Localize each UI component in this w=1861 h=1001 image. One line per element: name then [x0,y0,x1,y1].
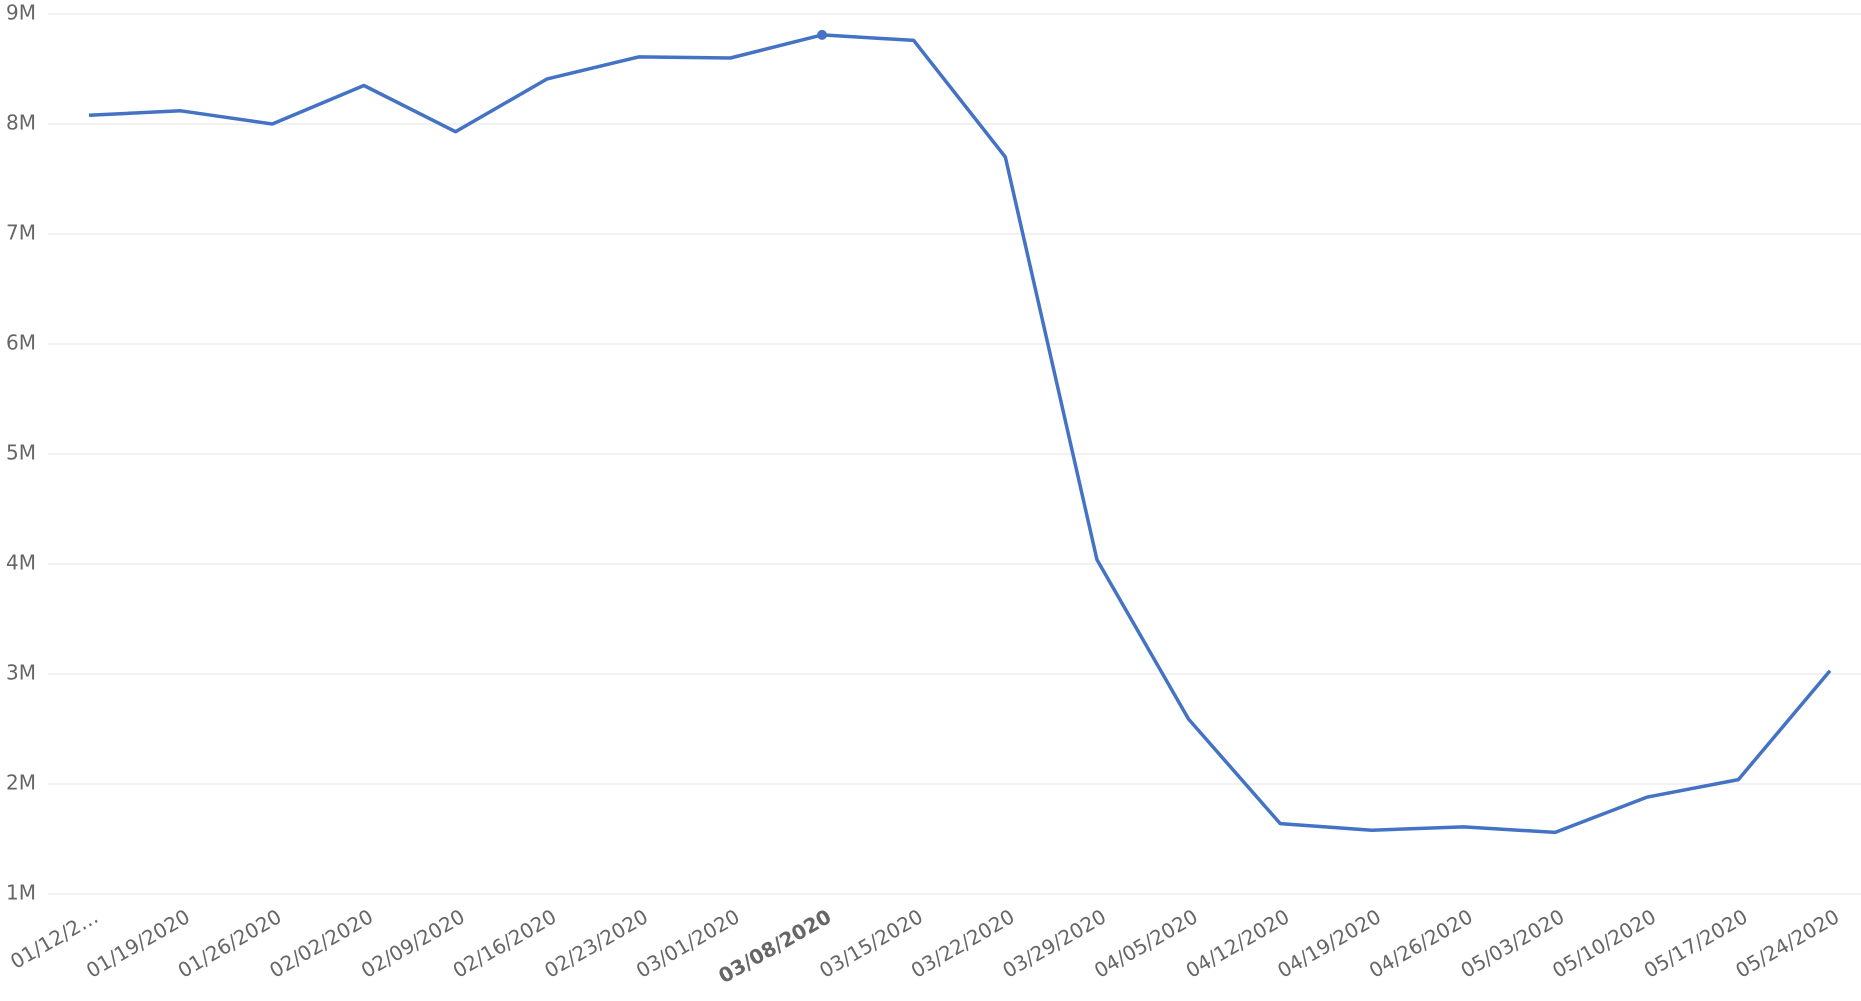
highlight-point [817,29,828,40]
x-tick-label: 04/19/2020 [1273,904,1385,982]
x-tick-label: 03/22/2020 [907,904,1019,982]
x-tick-label: 01/26/2020 [174,904,286,982]
y-tick-label: 4M [6,551,36,575]
y-tick-label: 6M [6,331,36,355]
line [88,33,1832,835]
x-tick-label: 02/23/2020 [540,904,652,982]
x-tick-label: 03/29/2020 [998,904,1110,982]
x-tick-label: 05/03/2020 [1457,904,1569,982]
y-tick-label: 5M [6,441,36,465]
y-tick-label: 2M [6,771,36,795]
x-tick-label: 04/26/2020 [1365,904,1477,982]
x-tick-label: 05/10/2020 [1548,904,1660,982]
x-tick-label: 04/12/2020 [1182,904,1294,982]
y-tick-label: 9M [6,1,36,25]
x-tick-label: 04/05/2020 [1090,904,1202,982]
x-tick-label: 03/15/2020 [815,904,927,982]
x-tick-label: 05/17/2020 [1640,904,1752,982]
x-tick-label: 01/19/2020 [82,904,194,982]
x-tick-label: 02/02/2020 [265,904,377,982]
x-tick-label: 02/16/2020 [449,904,561,982]
x-tick-label: 02/09/2020 [357,904,469,982]
y-tick-label: 3M [6,661,36,685]
y-tick-label: 7M [6,221,36,245]
y-tick-label: 1M [6,881,36,905]
x-tick-label: 05/24/2020 [1731,904,1843,982]
y-tick-label: 8M [6,111,36,135]
